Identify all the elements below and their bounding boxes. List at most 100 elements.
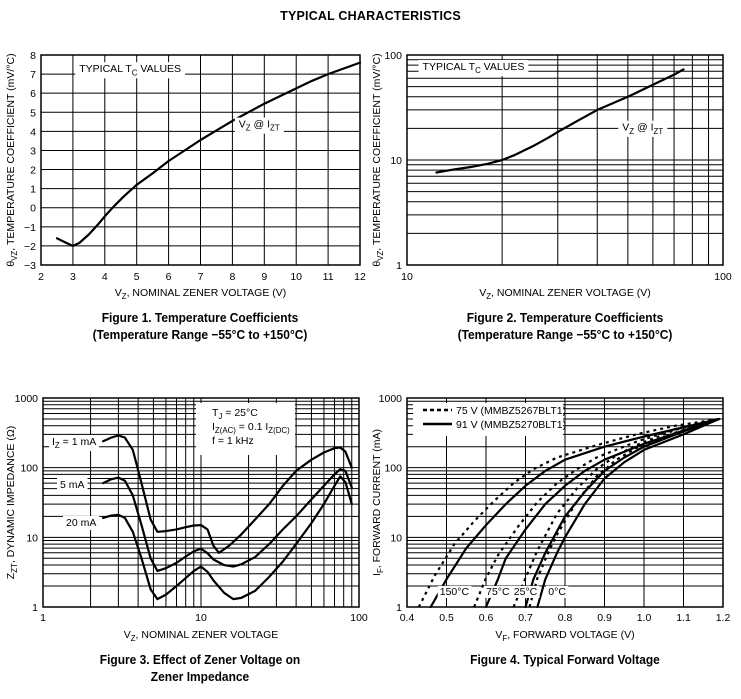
- subscript: J: [218, 412, 222, 421]
- temperature-label: 0°C: [548, 586, 566, 598]
- temperature-label: 25°C: [514, 586, 538, 598]
- text-part: , FORWARD CURRENT (mA): [371, 429, 383, 568]
- page-title: TYPICAL CHARACTERISTICS: [280, 9, 461, 23]
- x-tick-label: 8: [229, 271, 235, 283]
- y-axis-label-group: θVZ, TEMPERATURE COEFFICIENT (mV/°C): [5, 53, 19, 266]
- y-tick-label: −2: [24, 241, 36, 253]
- x-tick-label: 0.7: [518, 612, 533, 624]
- figure2-caption: Figure 2. Temperature Coefficients (Temp…: [418, 309, 712, 343]
- annotation-label-bg: [234, 117, 284, 134]
- text-part: V: [479, 287, 486, 299]
- text-part: Z: [5, 572, 17, 579]
- subscript: Z: [122, 292, 127, 301]
- text-part: , TEMPERATURE COEFFICIENT (mV/°C): [5, 53, 17, 250]
- x-axis-label: VZ, NOMINAL ZENER VOLTAGE (V): [115, 287, 287, 301]
- figure4-caption-line1: Figure 4. Typical Forward Voltage: [470, 652, 660, 667]
- series-line: [102, 468, 353, 572]
- subscript: C: [475, 66, 481, 75]
- text-part: @ I: [251, 119, 270, 131]
- text-part: , NOMINAL ZENER VOLTAGE (V): [127, 287, 287, 299]
- y-axis-label-group: θVZ, TEMPERATURE COEFFICIENT (mV/°C): [371, 53, 385, 266]
- x-tick-label: 0.6: [479, 612, 494, 624]
- y-tick-label: 10: [390, 155, 402, 167]
- subscript: Z: [246, 124, 251, 133]
- y-tick-label: 0: [30, 203, 36, 215]
- y-axis-label: θVZ, TEMPERATURE COEFFICIENT (mV/°C): [5, 53, 19, 266]
- subscript: Z: [55, 441, 60, 450]
- subscript: Z(DC): [268, 426, 290, 435]
- text-part: VALUES: [481, 61, 525, 73]
- y-tick-label: 7: [30, 69, 36, 81]
- figure2-caption-line1: Figure 2. Temperature Coefficients: [466, 310, 664, 325]
- series-line: [417, 417, 720, 608]
- y-tick-label: 1000: [379, 393, 403, 405]
- y-tick-label: 4: [30, 126, 36, 138]
- text-part: , DYNAMIC IMPEDANCE (Ω): [5, 426, 17, 563]
- annotation-label: VZ @ IZT: [239, 119, 280, 133]
- plot-frame: [40, 54, 361, 266]
- text-part: TYPICAL T: [79, 63, 132, 75]
- text-part: VALUES: [137, 63, 181, 75]
- temperature-label-bg: [511, 585, 540, 598]
- y-tick-label: 100: [384, 463, 402, 475]
- y-tick-label: 1: [30, 184, 36, 196]
- y-tick-label: 10: [26, 532, 38, 544]
- y-axis-label-group: ZZT, DYNAMIC IMPEDANCE (Ω): [5, 426, 19, 579]
- text-part: @ I: [634, 122, 653, 134]
- series-label: 20 mA: [66, 517, 96, 529]
- x-tick-label: 0.4: [400, 612, 415, 624]
- chart-fig4: 0.4 0.5 0.6 0.7 0.8 0.9 1.0 1.1 1.21101001000VF,…: [371, 393, 730, 643]
- x-tick-label: 6: [166, 271, 172, 283]
- legend-label: 91 V (MMBZ5270BLT1): [456, 419, 566, 431]
- series-line: [55, 61, 362, 247]
- y-tick-label: 1: [396, 260, 402, 272]
- x-tick-label: 10: [195, 612, 207, 624]
- series-line: [528, 417, 720, 608]
- series-label: IZ = 1 mA: [52, 436, 96, 450]
- text-part: = 25°C: [222, 407, 258, 419]
- temperature-label-bg: [546, 585, 569, 598]
- text-part: 20 mA: [66, 517, 96, 529]
- y-tick-label: 100: [20, 463, 38, 475]
- x-tick-label: 100: [350, 612, 368, 624]
- y-tick-label: 8: [30, 50, 36, 62]
- series-line: [536, 417, 721, 609]
- y-tick-label: 1000: [15, 393, 39, 405]
- legend-label: 75 V (MMBZ5267BLT1): [456, 405, 566, 417]
- x-tick-label: 1.0: [637, 612, 652, 624]
- text-part: , TEMPERATURE COEFFICIENT (mV/°C): [371, 53, 383, 250]
- x-tick-label: 0.8: [558, 612, 573, 624]
- text-part: , FORWARD VOLTAGE (V): [507, 629, 634, 641]
- x-tick-label: 10: [290, 271, 302, 283]
- series-line: [435, 68, 685, 174]
- text-part: V: [124, 629, 131, 641]
- subscript: C: [132, 68, 138, 77]
- y-axis-label: θVZ, TEMPERATURE COEFFICIENT (mV/°C): [371, 53, 385, 266]
- annotation-label-bg: [618, 120, 668, 137]
- figure3-caption: Figure 3. Effect of Zener Voltage on Zen…: [53, 651, 347, 685]
- subscript: VZ: [376, 251, 385, 261]
- figure1-caption-line2: (Temperature Range −55°C to +150°C): [92, 327, 308, 342]
- y-tick-label: 3: [30, 145, 36, 157]
- x-tick-label: 1: [40, 612, 46, 624]
- temperature-label-bg: [484, 585, 512, 598]
- series-label-bg: [63, 516, 100, 530]
- text-part: θ: [371, 261, 383, 267]
- y-tick-label: 10: [390, 532, 402, 544]
- y-axis-label: IF, FORWARD CURRENT (mA): [371, 429, 385, 576]
- y-tick-label: 2: [30, 165, 36, 177]
- series-line: [524, 417, 721, 609]
- text-part: I: [52, 436, 55, 448]
- x-tick-label: 5: [134, 271, 140, 283]
- x-tick-label: 4: [102, 271, 108, 283]
- y-tick-label: −3: [24, 260, 36, 272]
- figure1-caption-line1: Figure 1. Temperature Coefficients: [101, 310, 299, 325]
- y-axis-label-group: IF, FORWARD CURRENT (mA): [371, 429, 385, 576]
- subscript: Z: [131, 634, 136, 643]
- x-axis-label: VZ, NOMINAL ZENER VOLTAGE (V): [479, 287, 651, 301]
- text-part: V: [115, 287, 122, 299]
- x-tick-label: 12: [354, 271, 366, 283]
- text-part: T: [212, 407, 219, 419]
